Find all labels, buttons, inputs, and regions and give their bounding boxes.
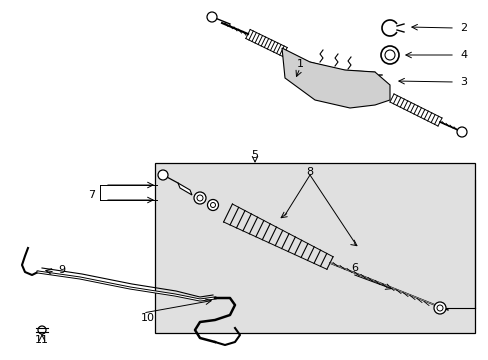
Circle shape	[194, 192, 205, 204]
Text: 7: 7	[88, 190, 95, 200]
Circle shape	[436, 305, 442, 311]
Text: 3: 3	[459, 77, 466, 87]
Circle shape	[456, 127, 466, 137]
Text: 6: 6	[351, 263, 358, 273]
Text: 2: 2	[459, 23, 466, 33]
Circle shape	[207, 199, 218, 211]
Circle shape	[158, 170, 168, 180]
Bar	[155, 163, 474, 333]
Text: 9: 9	[59, 265, 65, 275]
Text: 1: 1	[296, 59, 303, 69]
Circle shape	[197, 195, 203, 201]
Text: 8: 8	[306, 167, 313, 177]
Polygon shape	[282, 48, 389, 108]
Text: 5: 5	[251, 150, 258, 160]
Circle shape	[380, 46, 398, 64]
Circle shape	[210, 202, 215, 207]
Polygon shape	[178, 183, 192, 195]
Circle shape	[206, 12, 217, 22]
Text: 10: 10	[141, 313, 155, 323]
Circle shape	[433, 302, 445, 314]
Text: 4: 4	[459, 50, 466, 60]
Circle shape	[38, 326, 46, 334]
Text: 11: 11	[35, 335, 49, 345]
Circle shape	[384, 50, 394, 60]
